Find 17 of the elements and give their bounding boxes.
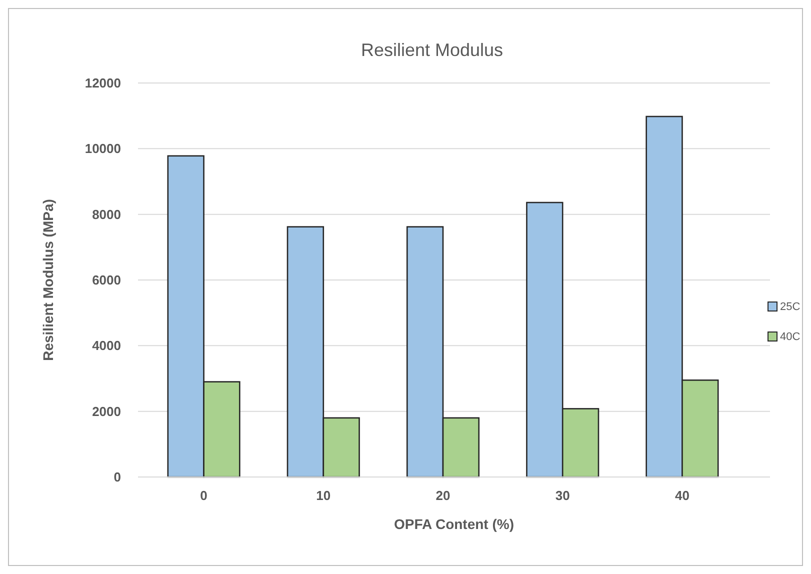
y-tick-label: 2000 [92,404,121,419]
x-tick-label: 0 [200,488,208,503]
y-tick-label: 10000 [84,141,121,156]
x-axis-title: OPFA Content (%) [394,516,514,532]
chart-title: Resilient Modulus [360,40,504,60]
x-tick-label: 20 [436,488,450,503]
y-tick-label: 12000 [84,76,121,91]
x-tick-label: 10 [316,488,331,503]
y-tick-label: 8000 [92,206,121,222]
y-tick-label: 6000 [92,272,121,288]
legend-label: 40C [780,330,800,343]
y-tick-label: 4000 [92,338,121,354]
x-tick-label: 30 [555,488,570,503]
legend-label: 25C [780,300,800,313]
y-axis-title: Resilient Modulus (MPa) [40,199,56,361]
y-tick-label: 0 [114,470,121,485]
x-tick-label: 40 [674,488,690,503]
